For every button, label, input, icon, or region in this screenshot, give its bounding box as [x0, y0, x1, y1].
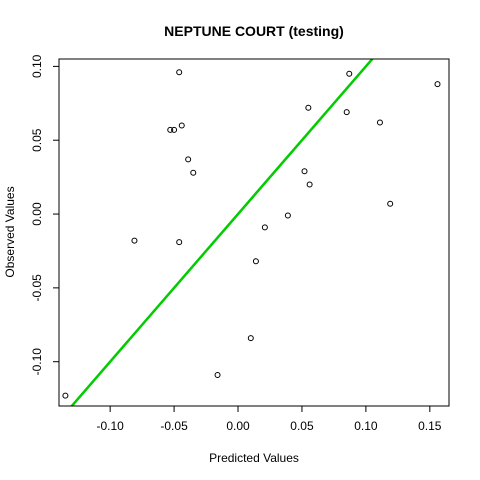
- data-point: [252, 258, 259, 265]
- data-point: [284, 212, 291, 219]
- x-tick-label: 0.10: [354, 419, 378, 433]
- y-tick-label: -0.05: [30, 274, 44, 302]
- chart-title: NEPTUNE COURT (testing): [164, 23, 344, 39]
- data-point: [190, 169, 197, 176]
- y-axis-label: Observed Values: [3, 186, 17, 277]
- data-point: [247, 335, 254, 342]
- data-point: [305, 104, 312, 111]
- data-point: [261, 224, 268, 231]
- data-point: [301, 168, 308, 175]
- data-point: [131, 237, 138, 244]
- data-point: [178, 122, 185, 129]
- data-point: [176, 69, 183, 76]
- data-point: [376, 119, 383, 126]
- reference-line-group: [70, 59, 374, 406]
- x-tick-label: -0.10: [96, 419, 124, 433]
- data-point: [171, 126, 178, 133]
- data-point: [343, 109, 350, 116]
- data-point: [434, 81, 441, 88]
- data-point: [176, 239, 183, 246]
- x-tick-label: 0.15: [418, 419, 442, 433]
- y-tick-label: 0.00: [30, 202, 44, 226]
- x-tick-label: 0.05: [290, 419, 314, 433]
- data-point: [214, 371, 221, 378]
- y-tick-label: 0.10: [30, 54, 44, 78]
- reference-line: [70, 59, 374, 406]
- x-axis-label: Predicted Values: [209, 451, 299, 465]
- data-points: [62, 69, 441, 399]
- x-axis: -0.10 -0.05 0.00 0.05 0.10 0.15: [96, 405, 442, 433]
- x-tick-label: -0.05: [160, 419, 188, 433]
- data-point: [185, 156, 192, 163]
- data-point: [167, 126, 174, 133]
- plot-frame: [58, 58, 450, 407]
- y-tick-label: -0.10: [30, 348, 44, 376]
- data-point: [62, 392, 69, 399]
- y-tick-label: 0.05: [30, 128, 44, 152]
- data-point: [346, 70, 353, 77]
- data-point: [306, 181, 313, 188]
- x-tick-label: 0.00: [226, 419, 250, 433]
- data-point: [387, 200, 394, 207]
